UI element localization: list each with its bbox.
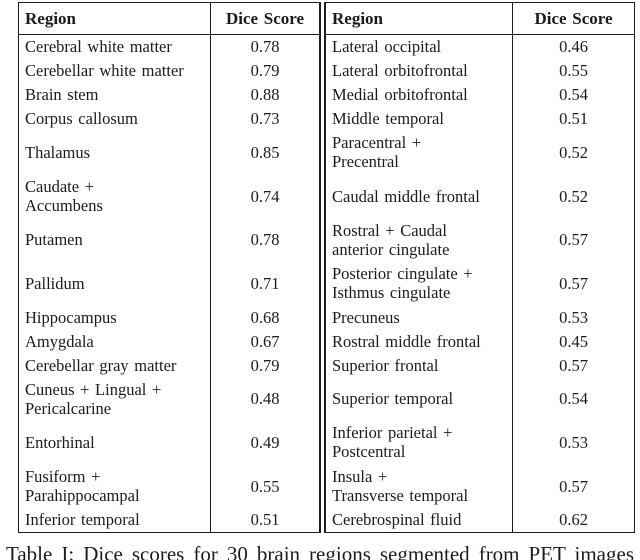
left-dice-cell: 0.68	[210, 305, 323, 330]
table-row: Thalamus 0.85 Paracentral + Precentral 0.52	[18, 130, 635, 175]
table-row: Putamen 0.78 Rostral + Caudal anterior cin…	[18, 217, 635, 262]
right-dice-cell: 0.46	[512, 34, 635, 59]
right-dice-cell: 0.53	[512, 420, 635, 465]
right-region-cell: Superior temporal	[319, 376, 513, 421]
right-dice-cell: 0.54	[512, 376, 635, 421]
left-region-cell: Cerebellar gray matter	[18, 353, 211, 377]
left-region-cell: Cerebellar white matter	[18, 58, 211, 83]
table-row: Pallidum 0.71 Posterior cingulate + Isthmu…	[18, 261, 635, 306]
right-dice-cell: 0.57	[512, 217, 635, 262]
left-dice-cell: 0.74	[210, 174, 323, 218]
right-dice-cell: 0.55	[512, 58, 635, 83]
table-row: Cerebral white matter 0.78 Lateral occipit…	[18, 34, 635, 59]
right-dice-cell: 0.57	[512, 464, 635, 508]
right-dice-cell: 0.57	[512, 353, 635, 377]
left-region-cell: Caudate + Accumbens	[18, 174, 211, 218]
table-row: Cuneus + Lingual + Pericalcarine 0.48 Supe…	[18, 376, 635, 421]
left-region-cell: Inferior temporal	[18, 507, 211, 533]
left-region-cell: Fusiform + Parahippocampal	[18, 464, 211, 508]
left-dice-cell: 0.48	[210, 376, 323, 421]
right-region-cell: Inferior parietal + Postcentral	[319, 420, 513, 465]
table-row: Caudate + Accumbens 0.74 Caudal middle fro…	[18, 174, 635, 218]
left-dice-cell: 0.79	[210, 353, 323, 377]
left-dice-cell: 0.51	[210, 507, 323, 533]
right-region-cell: Posterior cingulate + Isthmus cingulate	[319, 261, 513, 306]
right-region-cell: Paracentral + Precentral	[319, 130, 513, 175]
left-region-cell: Entorhinal	[18, 420, 211, 465]
table-row: Inferior temporal 0.51 Cerebrospinal fluid…	[18, 507, 635, 533]
left-dice-header: Dice Score	[210, 2, 323, 35]
right-region-header: Region	[319, 2, 513, 35]
table-header-row: Region Dice Score Region Dice Score	[18, 2, 635, 35]
right-dice-cell: 0.52	[512, 130, 635, 175]
left-region-cell: Cerebral white matter	[18, 34, 211, 59]
right-region-cell: Rostral middle frontal	[319, 329, 513, 354]
left-dice-cell: 0.79	[210, 58, 323, 83]
table-row: Cerebellar white matter 0.79 Lateral orbit…	[18, 58, 635, 83]
left-region-cell: Brain stem	[18, 82, 211, 107]
left-dice-cell: 0.85	[210, 130, 323, 175]
right-dice-cell: 0.57	[512, 261, 635, 306]
right-region-cell: Caudal middle frontal	[319, 174, 513, 218]
right-dice-cell: 0.54	[512, 82, 635, 107]
left-region-cell: Cuneus + Lingual + Pericalcarine	[18, 376, 211, 421]
left-dice-cell: 0.78	[210, 217, 323, 262]
left-region-cell: Corpus callosum	[18, 106, 211, 131]
table-row: Fusiform + Parahippocampal 0.55 Insula + T…	[18, 464, 635, 508]
left-dice-cell: 0.88	[210, 82, 323, 107]
left-dice-cell: 0.49	[210, 420, 323, 465]
right-dice-cell: 0.51	[512, 106, 635, 131]
right-region-cell: Insula + Transverse temporal	[319, 464, 513, 508]
left-region-header: Region	[18, 2, 211, 35]
table-row: Entorhinal 0.49 Inferior parietal + Postce…	[18, 420, 635, 465]
table-body: Cerebral white matter 0.78 Lateral occipit…	[18, 34, 635, 533]
right-dice-header: Dice Score	[512, 2, 635, 35]
right-region-cell: Middle temporal	[319, 106, 513, 131]
right-dice-cell: 0.52	[512, 174, 635, 218]
table-row: Amygdala 0.67 Rostral middle frontal 0.45	[18, 329, 635, 354]
left-region-cell: Amygdala	[18, 329, 211, 354]
table-row: Cerebellar gray matter 0.79 Superior front…	[18, 353, 635, 377]
left-dice-cell: 0.73	[210, 106, 323, 131]
right-region-cell: Rostral + Caudal anterior cingulate	[319, 217, 513, 262]
table-row: Brain stem 0.88 Medial orbitofrontal 0.54	[18, 82, 635, 107]
left-dice-cell: 0.67	[210, 329, 323, 354]
right-region-cell: Lateral occipital	[319, 34, 513, 59]
left-region-cell: Thalamus	[18, 130, 211, 175]
table-caption: Table I: Dice scores for 30 brain region…	[6, 542, 634, 560]
right-dice-cell: 0.53	[512, 305, 635, 330]
table-row: Corpus callosum 0.73 Middle temporal 0.51	[18, 106, 635, 131]
right-region-cell: Lateral orbitofrontal	[319, 58, 513, 83]
left-dice-cell: 0.55	[210, 464, 323, 508]
dice-scores-table: Region Dice Score Region Dice Score Cere…	[18, 2, 635, 533]
right-region-cell: Cerebrospinal fluid	[319, 507, 513, 533]
left-dice-cell: 0.71	[210, 261, 323, 306]
right-region-cell: Precuneus	[319, 305, 513, 330]
left-dice-cell: 0.78	[210, 34, 323, 59]
right-dice-cell: 0.45	[512, 329, 635, 354]
table-row: Hippocampus 0.68 Precuneus 0.53	[18, 305, 635, 330]
left-region-cell: Pallidum	[18, 261, 211, 306]
left-region-cell: Hippocampus	[18, 305, 211, 330]
left-region-cell: Putamen	[18, 217, 211, 262]
right-region-cell: Medial orbitofrontal	[319, 82, 513, 107]
right-dice-cell: 0.62	[512, 507, 635, 533]
right-region-cell: Superior frontal	[319, 353, 513, 377]
